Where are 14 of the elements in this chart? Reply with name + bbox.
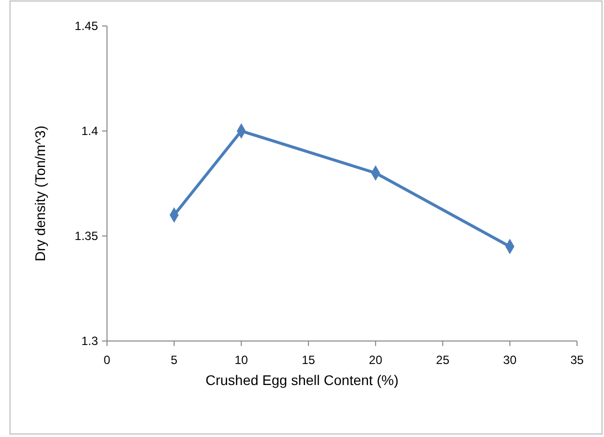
x-tick-label: 35 [570,353,584,367]
x-axis-title: Crushed Egg shell Content (%) [206,372,398,388]
y-tick-label: 1.3 [81,334,98,348]
y-axis-title: Dry density (Ton/m^3) [32,126,48,262]
x-tick-label: 25 [436,353,450,367]
x-tick-label: 15 [302,353,316,367]
x-tick-label: 0 [104,353,111,367]
x-tick-label: 10 [234,353,248,367]
x-tick-label: 20 [368,353,383,367]
y-tick-label: 1.45 [74,19,98,34]
y-tick-label: 1.35 [74,229,98,244]
x-tick-label: 30 [503,353,517,367]
x-tick-label: 5 [170,353,178,367]
y-tick-label: 1.4 [81,124,98,138]
